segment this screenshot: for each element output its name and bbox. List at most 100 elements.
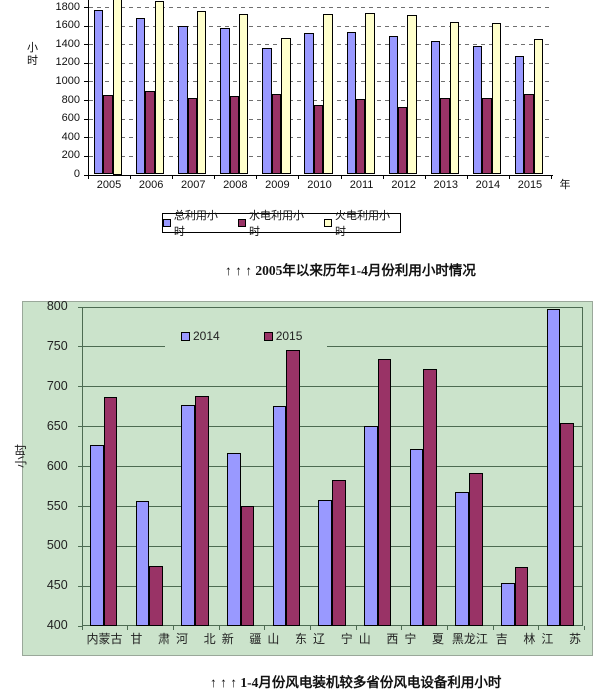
- bar-火电利用小时-2009: [281, 37, 291, 175]
- bar-2014-黑龙江: [455, 492, 470, 626]
- gridline: [89, 25, 551, 27]
- y-axis-tick-label: 1000: [55, 74, 80, 87]
- x-axis-tick: [382, 174, 384, 179]
- y-axis-tick: [84, 44, 88, 46]
- legend-label: 2015: [275, 329, 303, 343]
- legend: 总利用小时 水电利用小时 火电利用小时: [162, 210, 401, 238]
- legend-item: 火电利用小时: [324, 207, 400, 239]
- bar-水电利用小时-2014: [482, 98, 492, 175]
- legend-item: 2015: [263, 329, 303, 343]
- bar-水电利用小时-2005: [103, 95, 113, 175]
- x-axis-category-label: 内蒙古: [82, 631, 128, 646]
- x-axis-tick: [88, 174, 89, 179]
- category-char: 山: [358, 631, 371, 646]
- bar-水电利用小时-2009: [271, 94, 282, 175]
- category-char: 内: [86, 631, 99, 646]
- y-axis-tick-label: 1800: [55, 0, 80, 13]
- bar-2014-山东: [272, 406, 287, 626]
- category-char: 夏: [432, 631, 445, 646]
- gridline: [89, 100, 551, 102]
- gridline: [89, 44, 551, 46]
- y-axis-line: [88, 0, 89, 175]
- gridline: [89, 81, 551, 83]
- x-axis-tick: [584, 625, 586, 630]
- category-char: 新: [221, 631, 234, 646]
- bar-2015-新疆: [240, 506, 255, 626]
- category-char: 黑: [451, 631, 464, 646]
- x-axis-category-label: 辽宁: [310, 631, 356, 646]
- y-axis-tick: [77, 545, 82, 547]
- x-axis-tick: [340, 174, 342, 179]
- bar-2015-辽宁: [332, 480, 346, 626]
- x-axis-tick: [466, 174, 468, 179]
- bar-2014-吉林: [501, 583, 515, 626]
- x-axis-category-label: 河北: [173, 631, 219, 646]
- y-axis-title: 小 时: [27, 42, 38, 67]
- category-char: 辽: [313, 631, 326, 646]
- x-axis-category-label: 2014: [475, 179, 501, 191]
- y-axis-tick-label: 750: [46, 338, 68, 353]
- category-char: 苏: [569, 631, 582, 646]
- x-axis-category-label: 2005: [96, 179, 122, 191]
- bar-2014-宁夏: [409, 448, 424, 626]
- bar-水电利用小时-2010: [313, 105, 324, 175]
- category-char: 甘: [130, 631, 143, 646]
- x-axis-tick: [218, 625, 220, 630]
- y-axis-tick: [77, 306, 82, 308]
- y-axis-tick-label: 200: [61, 149, 80, 162]
- category-char: 江: [541, 631, 554, 646]
- bar-2015-山东: [286, 349, 301, 626]
- legend-item: 总利用小时: [163, 207, 228, 239]
- legend-swatch-2015: [263, 331, 273, 341]
- bar-火电利用小时-2011: [365, 12, 375, 175]
- y-axis-tick-label: 600: [46, 458, 68, 473]
- bar-2015-山西: [377, 359, 392, 626]
- x-axis-category-label: 2009: [265, 179, 290, 191]
- x-axis-category-label: 甘肃: [127, 631, 173, 646]
- x-axis-category-label: 2015: [517, 179, 543, 191]
- category-char: 吉: [495, 631, 508, 646]
- bar-水电利用小时-2011: [355, 99, 366, 175]
- bar-火电利用小时-2006: [154, 1, 165, 175]
- x-axis-category-label: 2008: [223, 179, 248, 191]
- category-char: 东: [295, 631, 308, 646]
- y-axis-tick: [84, 81, 88, 83]
- category-char: 西: [386, 631, 399, 646]
- y-axis-tick-label: 800: [61, 93, 80, 106]
- y-axis-tick: [84, 25, 88, 27]
- bar-2014-山西: [364, 426, 378, 626]
- x-axis-category-label: 新疆: [219, 631, 265, 646]
- legend-swatch-总利用小时: [163, 219, 171, 227]
- bar-2015-河北: [195, 395, 209, 626]
- y-axis-tick-label: 400: [46, 618, 68, 633]
- legend-swatch-火电利用小时: [324, 219, 332, 227]
- y-axis-tick: [77, 386, 82, 388]
- bar-总利用小时-2009: [262, 47, 272, 175]
- x-axis-category-label: 2007: [180, 179, 206, 191]
- y-axis-tick: [77, 585, 82, 587]
- y-axis-tick: [84, 155, 88, 157]
- category-char: 蒙: [98, 631, 111, 646]
- bar-总利用小时-2014: [472, 45, 483, 175]
- x-axis-category-label: 2012: [391, 179, 416, 191]
- y-axis-tick: [84, 7, 88, 8]
- bar-火电利用小时-2012: [407, 14, 417, 175]
- caption-bottom-chart: ↑ ↑ ↑ 1-4月份风电装机较多省份风电设备利用小时: [210, 675, 502, 690]
- x-axis-category-label: 2013: [433, 179, 458, 191]
- category-char: 林: [523, 631, 536, 646]
- y-axis-tick-label: 1400: [55, 37, 80, 50]
- bar-2015-内蒙古: [103, 397, 118, 626]
- category-char: 山: [267, 631, 280, 646]
- bar-2014-新疆: [227, 453, 241, 626]
- y-axis-tick-label: 450: [46, 578, 68, 593]
- x-axis-category-label: 吉林: [493, 631, 539, 646]
- bar-2015-甘肃: [149, 565, 164, 626]
- bar-火电利用小时-2014: [491, 23, 501, 175]
- x-axis-line: [88, 174, 553, 176]
- bar-总利用小时-2012: [388, 36, 399, 175]
- y-axis-tick: [84, 118, 88, 120]
- bar-火电利用小时-2005: [112, 0, 123, 175]
